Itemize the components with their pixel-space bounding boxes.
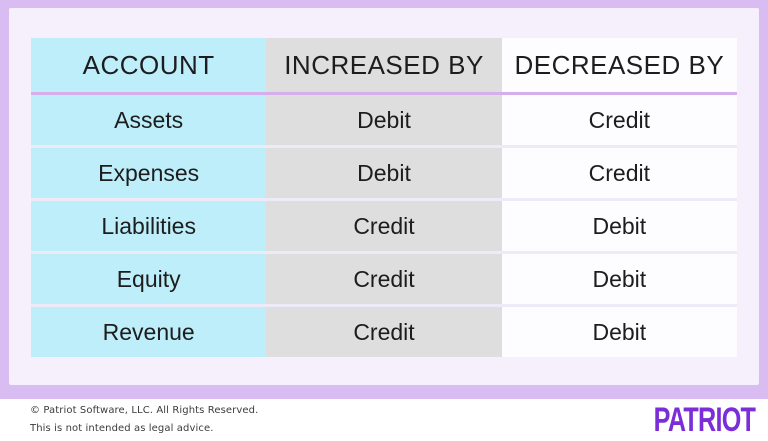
cell-decreased-by: Debit [501,254,737,304]
inner-panel: ACCOUNT INCREASED BY DECREASED BY Assets… [9,8,759,385]
row-divider [31,251,737,254]
row-divider [31,145,737,148]
cell-increased-by: Credit [266,254,502,304]
cell-account: Revenue [31,307,267,357]
cell-decreased-by: Credit [501,95,737,145]
copyright-text: © Patriot Software, LLC. All Rights Rese… [30,405,259,416]
account-table: ACCOUNT INCREASED BY DECREASED BY Assets… [31,38,737,357]
table-row-liabilities: Liabilities Credit Debit [31,201,737,251]
cell-increased-by: Debit [266,95,502,145]
table-row-revenue: Revenue Credit Debit [31,307,737,357]
cell-decreased-by: Debit [501,201,737,251]
cell-account: Expenses [31,148,267,198]
disclaimer-text: This is not intended as legal advice. [30,423,214,434]
row-divider [31,304,737,307]
header-cell-increased-by: INCREASED BY [266,38,502,92]
cell-decreased-by: Debit [501,307,737,357]
footer: © Patriot Software, LLC. All Rights Rese… [0,399,768,441]
purple-background: ACCOUNT INCREASED BY DECREASED BY Assets… [0,0,768,399]
cell-increased-by: Debit [266,148,502,198]
patriot-logo: PATRIOT [653,401,755,439]
cell-account: Equity [31,254,267,304]
footer-text-block: © Patriot Software, LLC. All Rights Rese… [30,406,258,434]
header-cell-account: ACCOUNT [31,38,267,92]
cell-decreased-by: Credit [501,148,737,198]
table-row-expenses: Expenses Debit Credit [31,148,737,198]
cell-account: Liabilities [31,201,267,251]
cell-increased-by: Credit [266,201,502,251]
cell-account: Assets [31,95,267,145]
header-divider [31,92,737,95]
row-divider [31,198,737,201]
table-header-row: ACCOUNT INCREASED BY DECREASED BY [31,38,737,92]
table-row-assets: Assets Debit Credit [31,95,737,145]
cell-increased-by: Credit [266,307,502,357]
table-row-equity: Equity Credit Debit [31,254,737,304]
header-cell-decreased-by: DECREASED BY [501,38,737,92]
